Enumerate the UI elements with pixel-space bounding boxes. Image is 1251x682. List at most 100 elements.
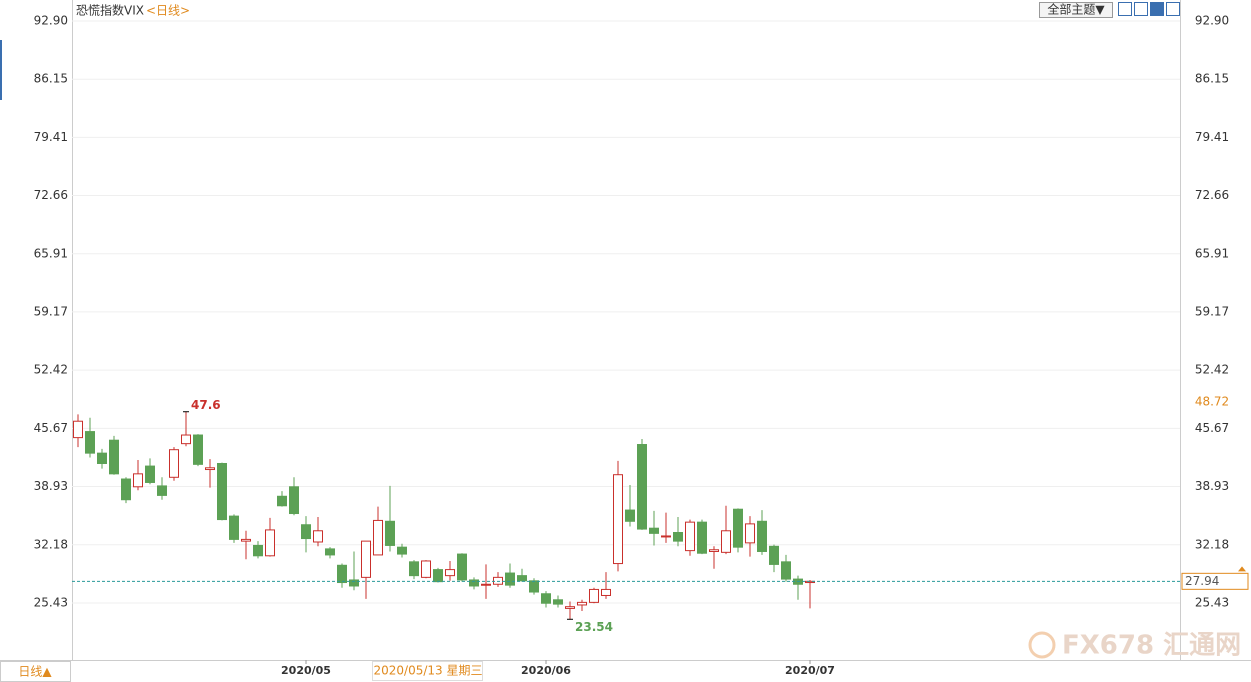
last-price-box: [1181, 572, 1249, 590]
candle-body: [433, 569, 443, 583]
candle-body: [589, 588, 599, 603]
candle-body: [673, 532, 683, 542]
chart-title: 恐慌指数VIX: [76, 3, 144, 18]
candle-body: [157, 485, 167, 496]
period-label: <日线>: [146, 4, 190, 18]
candle-body: [253, 544, 263, 557]
candle-body: [337, 564, 347, 584]
y-tick-label: 25.43: [34, 595, 68, 609]
candle-body: [349, 579, 359, 587]
x-tick-label: 2020/06: [521, 664, 571, 677]
y-tick-label-right: 38.93: [1195, 479, 1229, 493]
high-label: 47.6: [191, 398, 221, 412]
candle-body: [517, 575, 527, 582]
candle-body: [493, 576, 503, 585]
y-tick-label: 52.42: [34, 363, 68, 377]
candle-body: [205, 467, 215, 471]
candle-body: [193, 434, 203, 465]
candle-body: [301, 524, 311, 540]
candle-body: [97, 452, 107, 464]
candle-body: [217, 462, 227, 521]
candle-body: [661, 535, 671, 538]
y-tick-label: 59.17: [34, 304, 68, 318]
y-tick-label-right: 72.66: [1195, 188, 1229, 202]
y-tick-label-right: 25.43: [1195, 595, 1229, 609]
cursor-box: [372, 661, 483, 681]
candle-body: [445, 569, 455, 577]
candle-body: [373, 519, 383, 556]
candle-body: [385, 520, 395, 546]
candle-body: [553, 599, 563, 605]
y-tick-label: 72.66: [34, 188, 68, 202]
right-marker-label: 48.72: [1195, 395, 1229, 409]
tool-icon[interactable]: [1150, 2, 1164, 16]
cursor-label: 2020/05/13 星期三: [374, 664, 483, 678]
candle-body: [733, 508, 743, 548]
candle-body: [109, 439, 119, 475]
candle-body: [397, 546, 407, 555]
y-tick-label-right: 59.17: [1195, 304, 1229, 318]
y-tick-label: 32.18: [34, 537, 68, 551]
x-tick-label: 2020/05: [281, 664, 331, 677]
candle-body: [265, 529, 275, 557]
theme-button-text[interactable]: 全部主题▼: [1047, 2, 1105, 17]
candle-body: [421, 560, 431, 578]
y-tick-label: 65.91: [34, 246, 68, 260]
candle-body: [469, 579, 479, 587]
candle-body: [709, 549, 719, 552]
y-tick-label: 92.90: [34, 13, 68, 27]
candle-body: [685, 521, 695, 552]
candle-body: [133, 473, 143, 488]
candle-body: [541, 593, 551, 604]
watermark: FX678 汇通网: [1062, 631, 1241, 661]
candle-body: [361, 540, 371, 578]
last-price-arrow: [1238, 566, 1246, 572]
candle-body: [409, 561, 419, 577]
candle-body: [121, 478, 131, 501]
candle-body: [85, 431, 95, 454]
y-tick-label-right: 52.42: [1195, 363, 1229, 377]
low-label: 23.54: [575, 620, 613, 634]
candle-body: [181, 434, 191, 445]
candle-body: [697, 521, 707, 554]
tool-icon[interactable]: [1134, 2, 1148, 16]
y-tick-label: 79.41: [34, 130, 68, 144]
y-tick-label: 38.93: [34, 479, 68, 493]
y-tick-label-right: 86.15: [1195, 72, 1229, 86]
last-price-label: 27.94: [1185, 574, 1219, 588]
candle-body: [637, 444, 647, 530]
candle-body: [577, 601, 587, 606]
tool-icon[interactable]: [1118, 2, 1132, 16]
candle-body: [241, 538, 251, 542]
period-button-text[interactable]: 日线▲: [18, 665, 52, 679]
y-tick-label-right: 65.91: [1195, 246, 1229, 260]
candle-body: [277, 495, 287, 507]
edge-marker: [0, 40, 2, 100]
candle-body: [481, 583, 491, 586]
toolbar[interactable]: [1118, 2, 1180, 16]
y-tick-label-right: 79.41: [1195, 130, 1229, 144]
candle-body: [625, 509, 635, 522]
candle-body: [745, 523, 755, 544]
candle-body: [757, 520, 767, 552]
candle-body: [457, 553, 467, 581]
y-tick-label-right: 92.90: [1195, 13, 1229, 27]
candle-body: [289, 486, 299, 515]
y-tick-label-right: 45.67: [1195, 421, 1229, 435]
theme-button[interactable]: [1039, 2, 1113, 18]
candle-body: [721, 530, 731, 553]
candle-body: [649, 527, 659, 534]
candle-body: [601, 588, 611, 596]
tool-icon[interactable]: [1166, 2, 1180, 16]
candle-body: [769, 545, 779, 565]
candle-body: [505, 572, 515, 586]
watermark-logo: [1028, 631, 1056, 659]
x-tick-label: 2020/07: [785, 664, 835, 677]
candle-body: [529, 580, 539, 593]
candle-body: [325, 548, 335, 556]
candle-body: [565, 606, 575, 609]
y-tick-label: 86.15: [34, 72, 68, 86]
candle-body: [313, 530, 323, 543]
